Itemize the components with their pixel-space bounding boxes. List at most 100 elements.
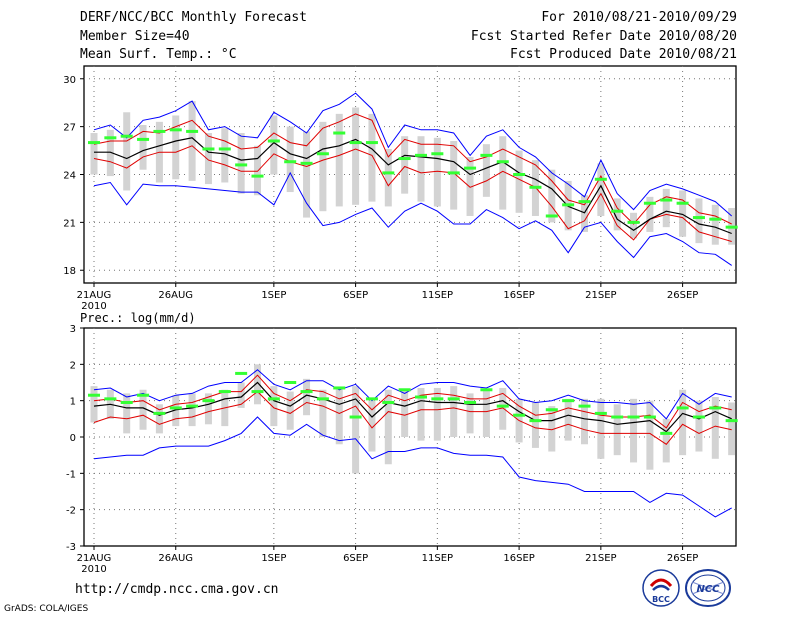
spread-box <box>237 382 245 408</box>
forecast-marker <box>267 139 280 143</box>
spread-box <box>679 389 687 456</box>
forecast-marker <box>88 141 100 145</box>
series-line-lower <box>93 145 732 242</box>
forecast-marker <box>398 388 411 392</box>
spread-box <box>564 398 572 441</box>
x-tick-label: 26SEP <box>667 290 698 301</box>
forecast-marker <box>545 214 558 218</box>
spread-box <box>662 418 670 463</box>
y-tick-label: -2 <box>66 506 76 517</box>
forecast-marker <box>529 185 542 189</box>
spread-box <box>581 398 588 445</box>
spread-box <box>123 112 131 191</box>
spread-box <box>613 404 621 456</box>
forecast-marker <box>153 129 166 133</box>
forecast-marker <box>594 177 607 181</box>
spread-box <box>286 126 294 193</box>
spread-box <box>172 115 180 180</box>
spread-box <box>254 145 261 196</box>
spread-box <box>237 133 245 194</box>
forecast-marker <box>137 137 150 141</box>
started-date: Fcst Started Refer Date 2010/08/20 <box>470 29 737 44</box>
spread-box <box>254 364 261 405</box>
spread-box <box>597 398 605 459</box>
forecast-marker <box>464 400 477 404</box>
chart-panel-1: 18 21 24 27 30 21AUG 26AUG 1SEP 6SEP 11SEP 16SEP 21… <box>63 65 738 312</box>
spread-box <box>630 398 638 463</box>
forecast-marker <box>464 166 477 170</box>
source-url[interactable]: http://cmdp.ncc.cma.gov.cn <box>75 582 279 597</box>
spread-box <box>368 400 376 452</box>
ncc-logo-text: NCC <box>696 584 720 595</box>
spread-box <box>286 391 294 430</box>
spread-box <box>695 400 703 452</box>
spread-box <box>711 204 719 245</box>
spread-box <box>221 128 229 183</box>
spread-box <box>499 387 507 430</box>
forecast-marker <box>447 397 460 401</box>
x-tick-label: 6SEP <box>343 290 368 301</box>
forecast-marker <box>300 390 313 394</box>
spread-box <box>679 190 687 237</box>
series-line-upper <box>93 113 732 225</box>
forecast-marker <box>447 171 460 175</box>
spread-box <box>630 212 638 239</box>
series-line-mean <box>93 381 732 433</box>
spread-box <box>319 121 327 212</box>
forecast-marker <box>186 404 199 408</box>
forecast-marker <box>415 395 427 399</box>
y-tick-label: -1 <box>66 469 76 480</box>
spread-box <box>548 169 556 223</box>
forecast-marker <box>218 390 231 394</box>
produced-date: Fcst Produced Date 2010/08/21 <box>510 47 737 62</box>
forecast-marker <box>333 386 346 390</box>
forecast-marker <box>104 397 117 401</box>
spread-box <box>204 133 212 185</box>
spread-box <box>417 136 425 202</box>
forecast-marker <box>153 411 166 415</box>
forecast-marker <box>431 152 444 156</box>
panel-subtitle: Prec.: log(mm/d) <box>80 311 196 325</box>
series-line-mean <box>94 137 732 235</box>
spread-box <box>711 397 719 459</box>
forecast-marker <box>627 220 640 224</box>
spread-box <box>515 150 523 213</box>
forecast-marker <box>365 141 378 145</box>
spread-box <box>548 406 556 452</box>
member-size: Member Size=40 <box>80 29 190 44</box>
spread-box <box>319 389 327 437</box>
spread-box <box>106 129 114 177</box>
series-line-min <box>93 171 732 266</box>
spread-box <box>433 137 441 207</box>
spread-box <box>450 140 458 210</box>
y-tick-label: 27 <box>63 123 76 134</box>
grads-credit: GrADS: COLA/IGES <box>4 604 89 614</box>
spread-box <box>482 144 490 197</box>
y-tick-label: 0 <box>70 433 76 444</box>
forecast-marker <box>725 225 738 229</box>
x-tick-label: 1SEP <box>261 290 286 301</box>
forecast-marker <box>692 415 705 419</box>
forecast-marker <box>578 404 591 408</box>
series-line-max <box>93 369 732 420</box>
y-tick-label: -3 <box>66 542 76 553</box>
forecast-marker <box>545 408 558 412</box>
forecast-marker <box>104 136 117 140</box>
spread-box <box>646 196 654 232</box>
spread-box <box>155 404 163 434</box>
forecast-marker <box>235 163 248 167</box>
y-tick-label: 21 <box>63 218 76 229</box>
forecast-marker <box>496 160 509 164</box>
forecast-marker <box>349 415 362 419</box>
x-tick-label: 11SEP <box>422 553 453 564</box>
forecast-marker <box>578 200 591 204</box>
forecast-marker <box>235 371 248 375</box>
spread-box <box>123 393 131 434</box>
forecast-marker <box>725 419 738 423</box>
forecast-marker <box>120 400 133 404</box>
forecast-marker <box>611 209 624 213</box>
spread-box <box>352 386 360 474</box>
forecast-marker <box>300 161 313 165</box>
forecast-marker <box>627 415 640 419</box>
forecast-marker <box>398 157 411 161</box>
